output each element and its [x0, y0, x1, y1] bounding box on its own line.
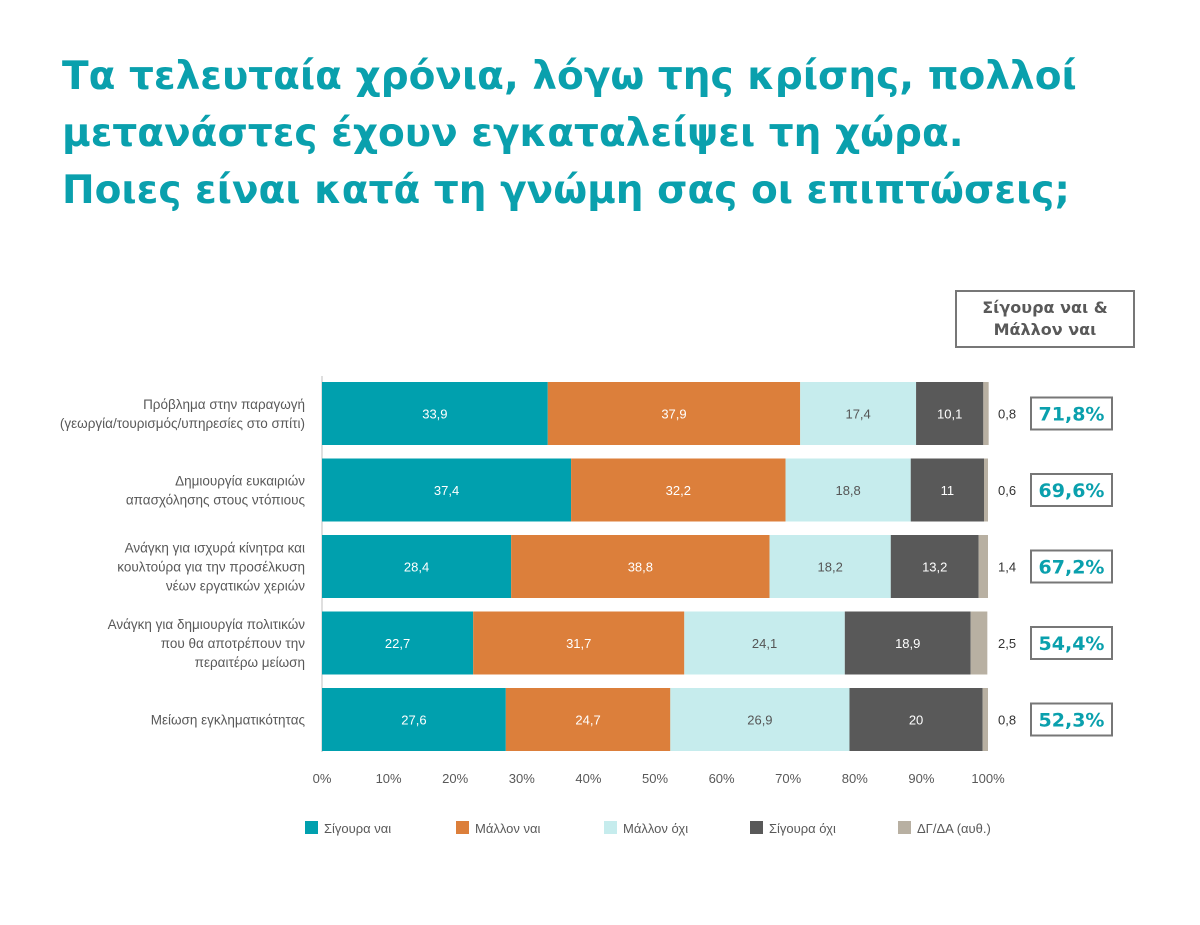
dk-value-label: 0,6	[998, 483, 1016, 498]
category-label: περαιτέρω μείωση	[195, 655, 305, 670]
bar-segment	[505, 688, 671, 751]
bar-value-label: 37,9	[661, 407, 686, 422]
bar-value-label: 18,8	[835, 483, 860, 498]
bar-value-label: 24,1	[752, 636, 777, 651]
bar-segment	[983, 382, 989, 445]
bar-segment	[571, 458, 786, 522]
bar-segment	[849, 688, 983, 751]
dk-value-label: 2,5	[998, 636, 1016, 651]
summary-value: 54,4%	[1039, 633, 1105, 655]
category-label: (γεωργία/τουρισμός/υπηρεσίες στο σπίτι)	[60, 416, 305, 431]
bar-segment	[322, 611, 474, 675]
bar-segment	[916, 382, 984, 445]
x-tick-label: 90%	[908, 771, 934, 786]
category-label: νέων εργατικών χεριών	[166, 579, 305, 594]
x-tick-label: 60%	[709, 771, 735, 786]
summary-box	[1030, 702, 1113, 737]
dk-value-label: 0,8	[998, 713, 1016, 728]
category-label: Δημιουργία ευκαιριών	[175, 474, 305, 489]
bar-segment	[322, 535, 512, 598]
bar-value-label: 37,4	[434, 483, 459, 498]
bar-segment	[684, 611, 845, 675]
category-label: που θα αποτρέπουν την	[161, 636, 305, 651]
bar-segment	[982, 688, 988, 751]
bar-segment	[670, 688, 850, 751]
legend-label: Μάλλον όχι	[623, 821, 688, 836]
summary-value: 69,6%	[1039, 480, 1105, 502]
bar-value-label: 11	[941, 483, 955, 498]
bar-segment	[547, 382, 801, 445]
bar-value-label: 28,4	[404, 560, 429, 575]
x-tick-label: 20%	[442, 771, 468, 786]
x-tick-label: 40%	[575, 771, 601, 786]
bar-segment	[511, 535, 770, 598]
bar-segment	[970, 611, 988, 675]
category-label: απασχόλησης στους ντόπιους	[126, 493, 306, 508]
legend-swatch	[305, 821, 318, 834]
bar-segment	[785, 458, 911, 522]
legend-swatch	[898, 821, 911, 834]
bar-value-label: 24,7	[575, 713, 600, 728]
bar-segment	[322, 688, 506, 751]
category-label: κουλτούρα για την προσέλκυση	[117, 560, 305, 575]
bar-value-label: 18,2	[818, 560, 843, 575]
summary-value: 71,8%	[1039, 404, 1105, 426]
bar-segment	[890, 535, 979, 598]
summary-box	[1030, 626, 1113, 660]
bar-segment	[978, 535, 988, 598]
bar-value-label: 31,7	[566, 636, 591, 651]
bar-value-label: 32,2	[666, 483, 691, 498]
category-label: Ανάγκη για ισχυρά κίνητρα και	[125, 541, 305, 556]
legend-label: ΔΓ/ΔΑ (αυθ.)	[917, 821, 991, 836]
bar-segment	[910, 458, 985, 522]
x-tick-label: 100%	[971, 771, 1005, 786]
x-tick-label: 80%	[842, 771, 868, 786]
bar-segment	[322, 382, 548, 445]
summary-value: 52,3%	[1039, 710, 1105, 732]
bar-value-label: 18,9	[895, 636, 920, 651]
bar-value-label: 38,8	[628, 560, 653, 575]
summary-box	[1030, 396, 1113, 431]
summary-value: 67,2%	[1039, 557, 1105, 579]
legend-label: Σίγουρα ναι	[324, 821, 391, 836]
legend-swatch	[604, 821, 617, 834]
bar-value-label: 33,9	[422, 407, 447, 422]
bar-segment	[322, 458, 572, 522]
bar-segment	[800, 382, 917, 445]
bar-segment	[473, 611, 685, 675]
chart-title: Τα τελευταία χρόνια, λόγω της κρίσης, πο…	[62, 54, 1077, 213]
dk-value-label: 1,4	[998, 560, 1016, 575]
summary-header: Σίγουρα ναι & Μάλλον ναι	[955, 290, 1135, 348]
bar-value-label: 22,7	[385, 636, 410, 651]
summary-header-line-1: Σίγουρα ναι &	[982, 298, 1108, 317]
bar-segment	[844, 611, 971, 675]
bar-segment	[984, 458, 988, 522]
x-tick-label: 70%	[775, 771, 801, 786]
bar-value-label: 13,2	[922, 560, 947, 575]
bar-value-label: 27,6	[401, 713, 426, 728]
legend-label: Σίγουρα όχι	[769, 821, 836, 836]
x-tick-label: 30%	[509, 771, 535, 786]
category-label: Πρόβλημα στην παραγωγή	[143, 397, 305, 412]
bar-value-label: 20	[909, 713, 923, 728]
summary-header-line-2: Μάλλον ναι	[993, 320, 1097, 339]
summary-box	[1030, 473, 1113, 507]
dk-value-label: 0,8	[998, 407, 1016, 422]
bar-value-label: 17,4	[845, 407, 870, 422]
legend-swatch	[456, 821, 469, 834]
bar-value-label: 26,9	[747, 713, 772, 728]
summary-box	[1030, 549, 1113, 584]
bar-segment	[769, 535, 891, 598]
x-tick-label: 10%	[376, 771, 402, 786]
bar-value-label: 10,1	[937, 407, 962, 422]
x-tick-label: 50%	[642, 771, 668, 786]
legend-swatch	[750, 821, 763, 834]
category-label: Ανάγκη για δημιουργία πολιτικών	[108, 617, 306, 632]
legend-label: Μάλλον ναι	[475, 821, 541, 836]
x-tick-label: 0%	[313, 771, 332, 786]
category-label: Μείωση εγκληματικότητας	[151, 713, 306, 728]
